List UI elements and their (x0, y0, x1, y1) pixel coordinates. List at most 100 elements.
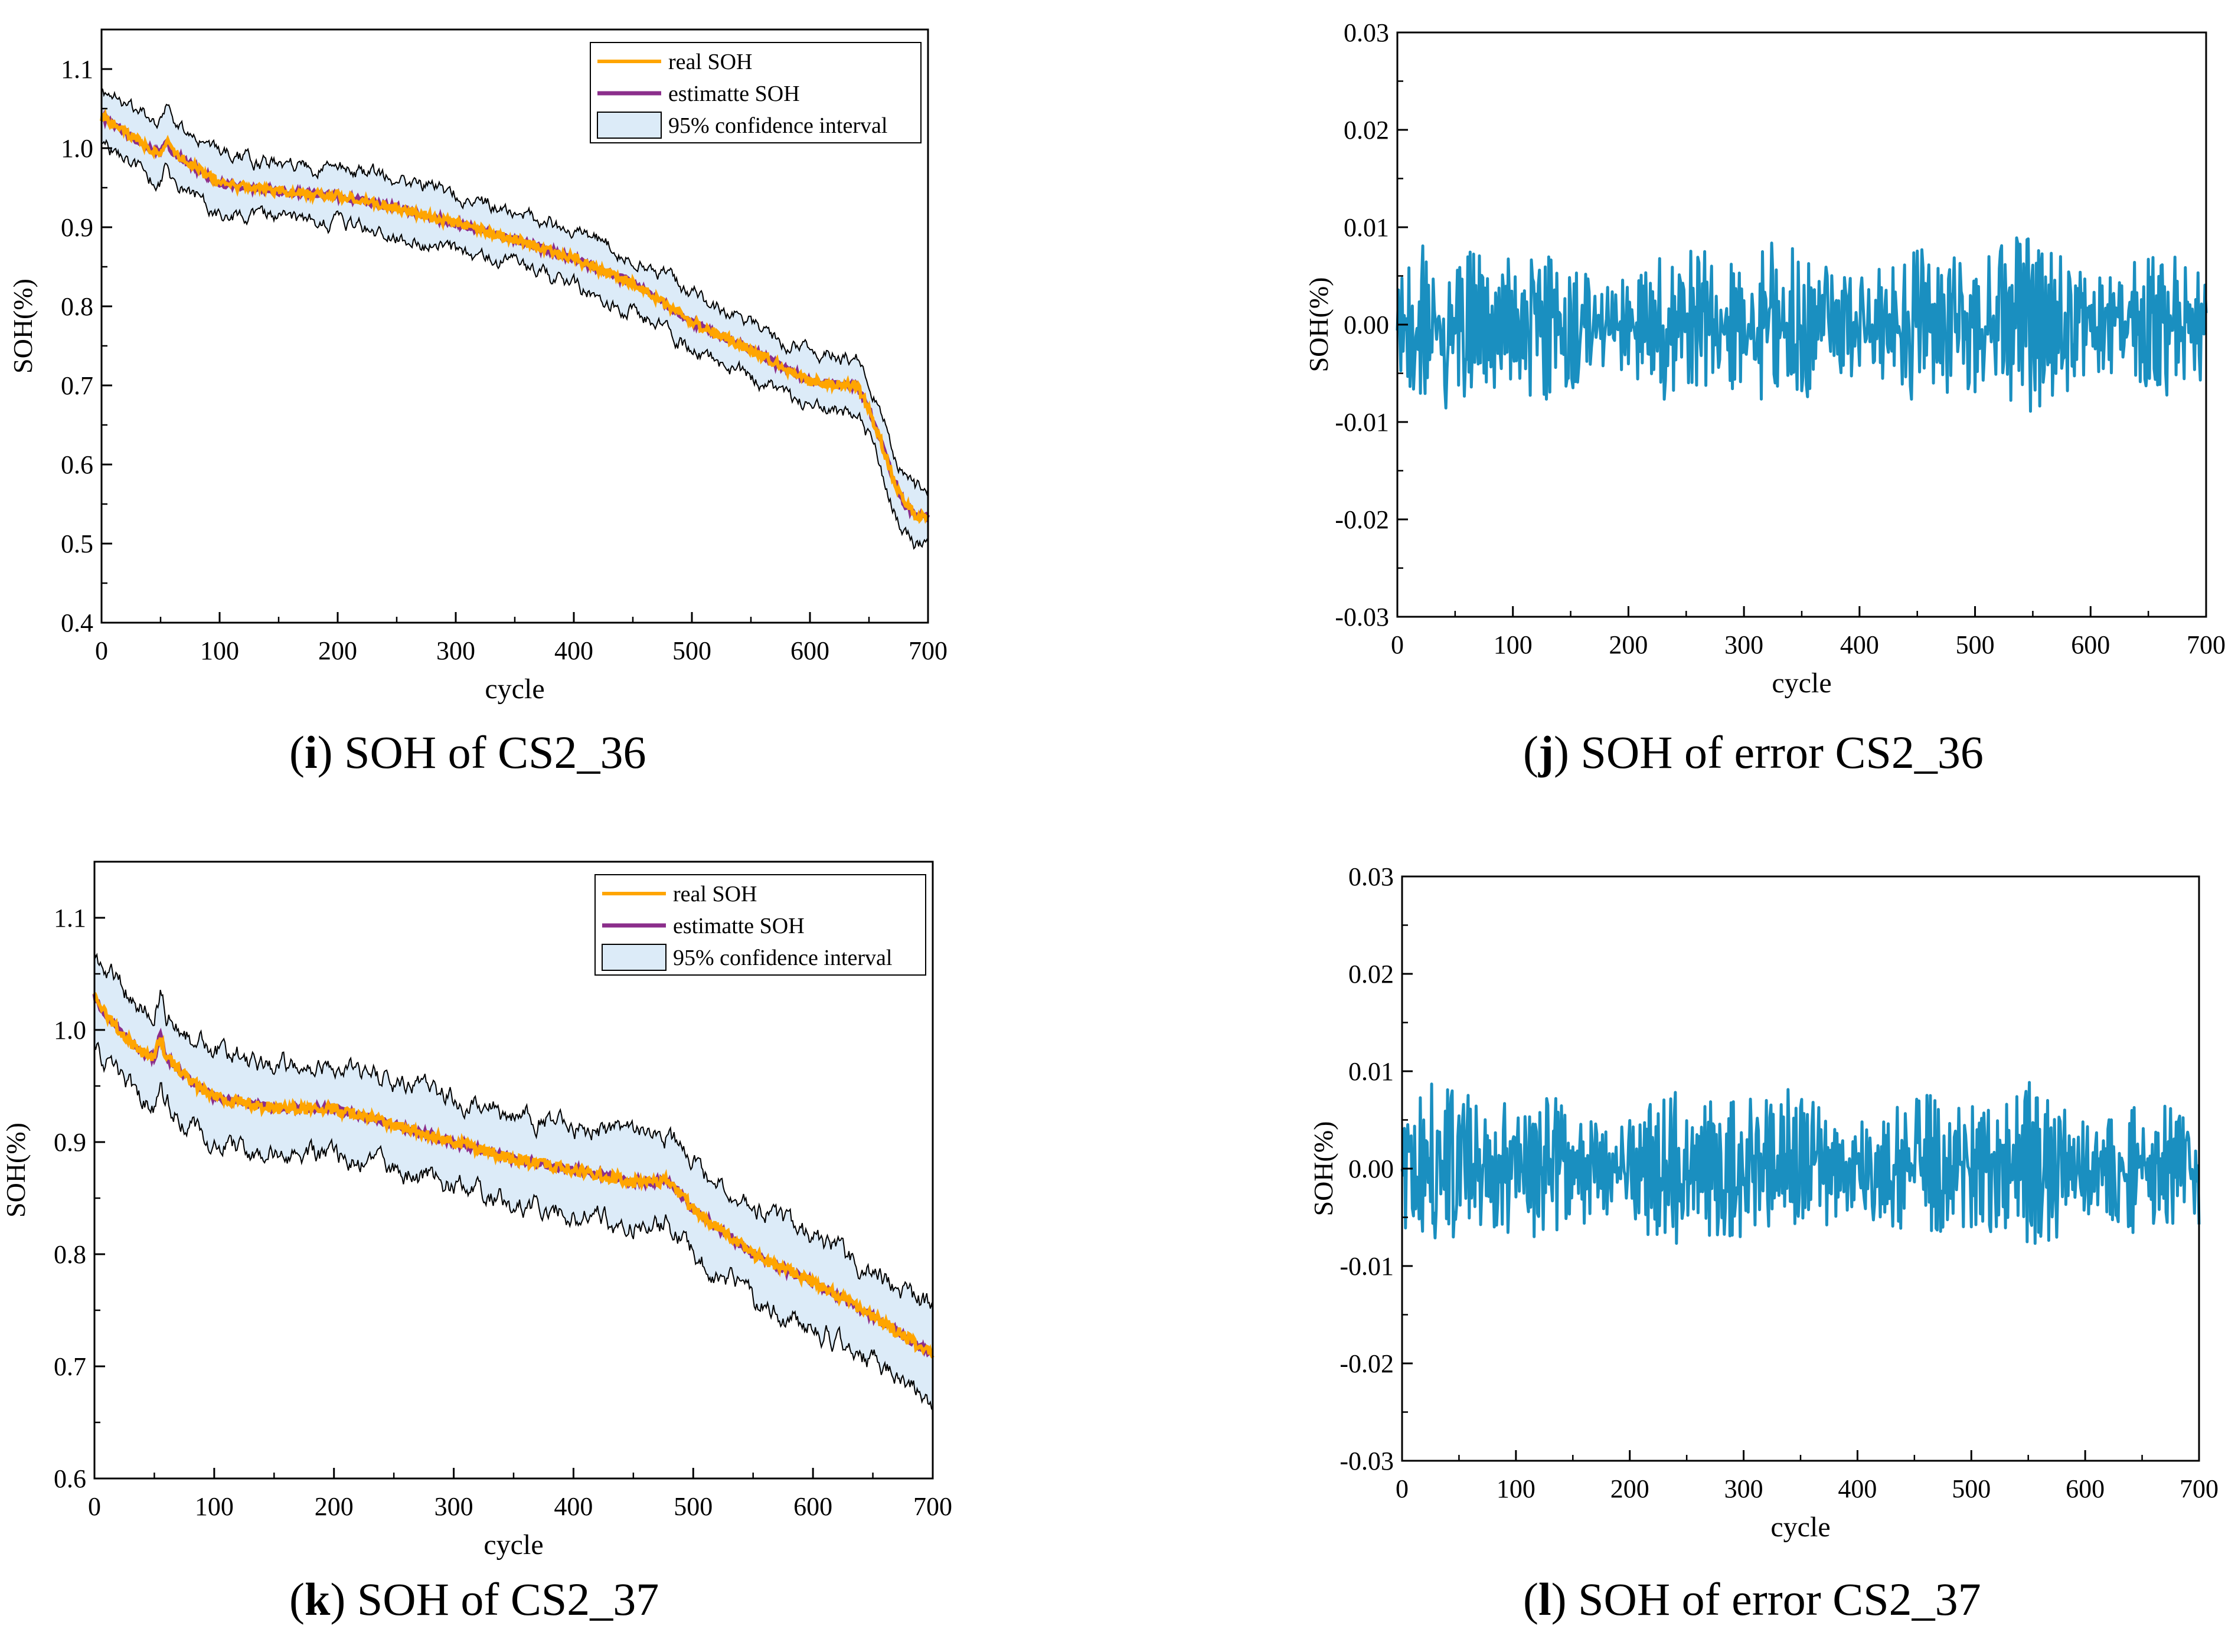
caption-k-text: SOH of CS2_37 (345, 1574, 659, 1625)
y-tick-label: -0.01 (1339, 1252, 1394, 1281)
caption-j: (j) SOH of error CS2_36 (1523, 727, 1984, 778)
panel-l-error-cs2-37: 0 100 200 300 400 500 600 700 -0.03 -0.02 -0.01 0.0… (1308, 862, 2219, 1543)
y-tick-label: 0.01 (1348, 1057, 1394, 1086)
y-tick-label: 0.8 (54, 1240, 86, 1269)
legend-entry-label: 95% confidence interval (668, 113, 887, 138)
confidence-lower-line (101, 139, 929, 550)
confidence-band (102, 88, 928, 549)
x-tick-label: 700 (2187, 630, 2226, 659)
y-axis-title: SOH(%) (1, 1123, 31, 1218)
y-tick-label: -0.03 (1335, 603, 1389, 632)
x-tick-label: 400 (554, 1492, 593, 1521)
confidence-band (94, 953, 933, 1411)
y-tick-label: -0.03 (1339, 1447, 1394, 1476)
x-tick-label: 400 (1840, 630, 1879, 659)
y-tick-label: 0.5 (61, 529, 93, 558)
x-axis-title: cycle (1770, 1512, 1830, 1543)
panel-k-soh-cs2-37: 0 100 200 300 400 500 600 700 0.6 0.7 0.8 0.9 1.0 1.1… (1, 861, 952, 1561)
caption-i: (i) SOH of CS2_36 (289, 727, 646, 778)
x-tick-label: 100 (195, 1492, 234, 1521)
x-tick-label: 200 (315, 1492, 354, 1521)
panel-i-soh-cs2-36: 0 100 200 300 400 500 600 700 0.4 0.5 0.6 0.7 0.8 0.9… (8, 28, 948, 705)
x-tick-label: 600 (2066, 1474, 2105, 1503)
y-tick-label: 1.1 (54, 904, 86, 933)
y-tick-label: 0.9 (61, 213, 93, 242)
legend-entry-label: estimatte SOH (668, 81, 800, 106)
x-tick-label: 500 (674, 1492, 713, 1521)
panel-j-error-cs2-36: 0 100 200 300 400 500 600 700 -0.03 -0.02 -0.01 0.0… (1303, 18, 2226, 699)
real-soh-line (93, 992, 935, 1359)
y-tick-label: 0.7 (54, 1352, 86, 1381)
y-tick-label: 0.7 (61, 371, 93, 400)
x-tick-label: 0 (95, 636, 108, 665)
y-tick-label: -0.02 (1335, 505, 1389, 534)
x-tick-label: 300 (1724, 1474, 1763, 1503)
legend-entry-label: real SOH (668, 50, 752, 74)
y-tick-label: 0.6 (54, 1464, 86, 1493)
x-tick-label: 600 (793, 1492, 832, 1521)
y-axis-title: SOH(%) (8, 279, 38, 374)
y-tick-label: 1.0 (61, 134, 93, 163)
x-tick-label: 600 (790, 636, 829, 665)
real-soh-line (100, 108, 929, 524)
caption-l: (l) SOH of error CS2_37 (1523, 1574, 1981, 1625)
x-tick-label: 200 (1609, 630, 1648, 659)
legend-entry-label: estimatte SOH (673, 914, 805, 938)
x-tick-label: 200 (1610, 1474, 1649, 1503)
caption-i-letter: i (304, 727, 318, 778)
y-tick-label: 1.1 (61, 55, 93, 84)
confidence-upper-line (94, 952, 933, 1309)
legend-swatch-band (597, 112, 662, 139)
x-tick-label: 300 (436, 636, 475, 665)
y-tick-label: 0.00 (1344, 310, 1389, 339)
y-axis-title: SOH(%) (1303, 277, 1334, 372)
x-axis-title: cycle (485, 673, 544, 705)
x-axis-title: cycle (483, 1529, 543, 1561)
caption-l-text: SOH of error CS2_37 (1566, 1574, 1981, 1625)
legend-entry-label: real SOH (673, 882, 757, 907)
x-tick-label: 200 (318, 636, 357, 665)
x-tick-label: 0 (1396, 1474, 1409, 1503)
caption-j-text: SOH of error CS2_36 (1569, 727, 1984, 778)
x-tick-label: 100 (1497, 1474, 1535, 1503)
x-tick-label: 500 (1956, 630, 1995, 659)
x-tick-label: 700 (2180, 1474, 2219, 1503)
caption-k: (k) SOH of CS2_37 (289, 1574, 659, 1625)
y-tick-label: 0.03 (1344, 18, 1389, 47)
x-tick-label: 0 (88, 1492, 101, 1521)
y-tick-label: 0.8 (61, 292, 93, 321)
error-line (1396, 236, 2208, 413)
caption-l-letter: l (1538, 1574, 1551, 1625)
x-tick-label: 100 (200, 636, 239, 665)
caption-i-text: SOH of CS2_36 (332, 727, 646, 778)
x-axis-title: cycle (1772, 668, 1831, 699)
y-tick-label: 0.02 (1344, 116, 1389, 145)
y-tick-label: 1.0 (54, 1016, 86, 1045)
x-tick-label: 400 (1838, 1474, 1877, 1503)
y-tick-label: 0.02 (1348, 960, 1394, 989)
confidence-lower-line (94, 1041, 933, 1411)
caption-j-letter: j (1538, 727, 1554, 778)
x-tick-label: 400 (554, 636, 593, 665)
x-tick-label: 100 (1494, 630, 1533, 659)
error-line (1400, 1081, 2201, 1245)
x-tick-label: 0 (1391, 630, 1404, 659)
x-tick-label: 600 (2071, 630, 2110, 659)
x-tick-label: 700 (909, 636, 948, 665)
y-tick-label: 0.00 (1348, 1154, 1394, 1183)
y-tick-label: -0.01 (1335, 408, 1389, 437)
legend-entry-label: 95% confidence interval (673, 946, 892, 970)
caption-k-letter: k (304, 1574, 331, 1625)
y-tick-label: 0.4 (61, 609, 93, 637)
x-tick-label: 300 (1724, 630, 1763, 659)
y-tick-label: -0.02 (1339, 1349, 1394, 1378)
x-tick-label: 700 (913, 1492, 952, 1521)
x-tick-label: 500 (672, 636, 711, 665)
confidence-upper-line (101, 87, 929, 496)
x-tick-label: 300 (434, 1492, 473, 1521)
y-tick-label: 0.03 (1348, 862, 1394, 891)
y-axis-title: SOH(%) (1308, 1121, 1338, 1216)
x-tick-label: 500 (1952, 1474, 1991, 1503)
